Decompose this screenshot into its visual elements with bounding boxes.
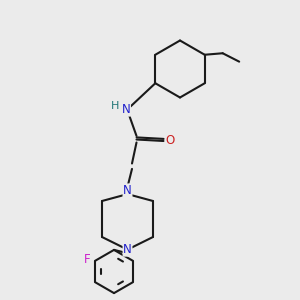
Text: F: F bbox=[84, 253, 90, 266]
Text: O: O bbox=[166, 134, 175, 147]
Text: N: N bbox=[122, 103, 130, 116]
Text: N: N bbox=[123, 243, 132, 256]
Text: N: N bbox=[123, 184, 132, 197]
Text: H: H bbox=[111, 101, 120, 111]
